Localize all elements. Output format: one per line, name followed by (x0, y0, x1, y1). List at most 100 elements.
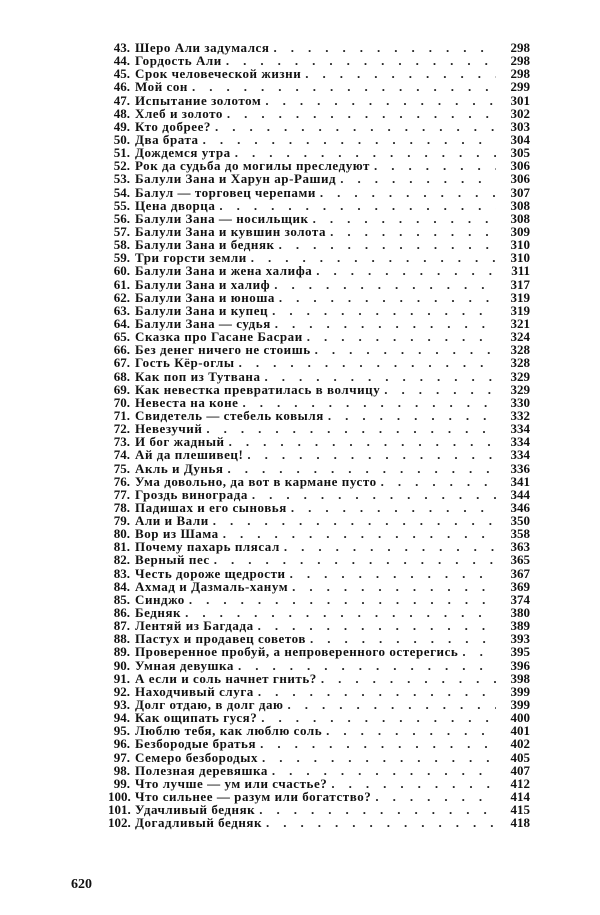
toc-entry: 75. Акль и Дунья.........................… (108, 460, 530, 476)
entry-number: 100. (108, 789, 131, 805)
entry-page: 319 (510, 302, 531, 318)
dot-leader: ........................................… (375, 790, 496, 804)
toc-entry: 51. Дождемся утра........................… (108, 146, 530, 159)
entry-page: 304 (510, 131, 531, 147)
entry-number: 76. (113, 473, 130, 489)
entry-title: Акль и Дунья (135, 460, 224, 476)
entry-title: И бог жадный (135, 434, 225, 450)
toc-entry: 73. И бог жадный.........................… (108, 435, 530, 448)
entry-title: Балули Зана и бедняк (135, 237, 275, 253)
dot-leader: ........................................… (225, 54, 496, 68)
entry-number: 51. (113, 145, 130, 161)
toc-entry: 85. Синджо...............................… (108, 593, 530, 606)
toc-entry: 45. Срок человеческой жизни..............… (108, 67, 530, 80)
entry-number: 81. (113, 539, 130, 555)
entry-number: 46. (113, 79, 130, 95)
entry-number: 96. (113, 736, 130, 752)
entry-number: 57. (113, 223, 130, 239)
entry-number: 55. (113, 197, 130, 213)
entry-number: 68. (113, 368, 130, 384)
entry-page: 402 (510, 736, 531, 752)
toc-entry: 67. Гость Кёр-оглы.......................… (108, 356, 530, 369)
dot-leader: ........................................… (309, 632, 496, 646)
entry-title: Семеро безбородых (135, 749, 259, 765)
entry-number: 102. (108, 815, 131, 831)
entry-page: 310 (510, 237, 531, 253)
entry-title: Как невестка превратилась в волчицу (135, 381, 381, 397)
dot-leader: ........................................… (242, 395, 496, 409)
dot-leader: ........................................… (202, 132, 496, 147)
entry-page: 346 (510, 499, 531, 515)
toc-entry: 70. Невеста на коне......................… (108, 396, 530, 409)
dot-leader: ........................................… (206, 422, 496, 436)
entry-page: 334 (510, 421, 531, 437)
entry-number: 60. (113, 263, 130, 279)
entry-title: Вор из Шама (135, 526, 219, 542)
entry-page: 310 (510, 250, 531, 266)
entry-number: 48. (113, 105, 130, 121)
toc-entry: 101.Удачливый бедняк....................… (108, 803, 530, 816)
entry-page: 321 (510, 315, 531, 331)
toc-entry: 83. Честь дороже щедрости................… (108, 565, 530, 581)
entry-number: 82. (113, 552, 130, 568)
dot-leader: ........................................… (251, 487, 496, 501)
entry-number: 98. (113, 762, 130, 778)
dot-leader: ........................................… (261, 711, 496, 725)
entry-page: 306 (510, 171, 531, 187)
entry-page: 418 (510, 815, 531, 831)
entry-title: Падишах и его сыновья (135, 499, 287, 515)
entry-title: Хлеб и золото (135, 105, 223, 121)
entry-number: 90. (113, 657, 130, 673)
entry-number: 91. (113, 670, 130, 686)
entry-title: Али и Вали (135, 513, 209, 529)
entry-page: 308 (510, 210, 531, 226)
entry-title: Ахмад и Дазмаль-ханум (135, 578, 289, 594)
dot-leader: ........................................… (330, 224, 496, 239)
entry-number: 56. (113, 210, 130, 226)
dot-leader: ........................................… (292, 579, 496, 593)
entry-title: Как поп из Тутвана (135, 368, 261, 384)
toc-entry: 98. Полезная деревяшка...................… (108, 764, 530, 777)
entry-page: 363 (510, 539, 531, 555)
dot-leader: ........................................… (213, 553, 496, 567)
entry-title: Балули Зана — судья (135, 315, 271, 331)
entry-number: 83. (113, 565, 130, 581)
toc-entry: 61. Балули Зана и халиф..................… (108, 277, 530, 290)
dot-leader: ........................................… (340, 172, 496, 186)
entry-number: 50. (113, 131, 130, 147)
entry-number: 58. (113, 237, 130, 253)
dot-leader: ........................................… (327, 408, 496, 423)
entry-number: 79. (113, 513, 130, 529)
toc-entry: 95. Люблю тебя, как люблю соль...........… (108, 724, 530, 737)
dot-leader: ........................................… (380, 474, 496, 488)
entry-number: 95. (113, 723, 130, 739)
toc-entry: 90. Умная девушка........................… (108, 657, 530, 673)
dot-leader: ........................................… (212, 514, 496, 528)
entry-page: 329 (510, 368, 531, 384)
entry-number: 77. (113, 486, 130, 502)
toc-entry: 72. Невезучий............................… (108, 422, 530, 435)
entry-number: 93. (113, 697, 130, 713)
entry-title: Сказка про Гасане Басраи (135, 329, 303, 345)
dot-leader: ........................................… (237, 658, 496, 672)
entry-number: 97. (113, 749, 130, 765)
entry-title: Три горсти земли (135, 250, 247, 266)
dot-leader: ........................................… (250, 251, 496, 265)
entry-page: 412 (510, 775, 531, 791)
entry-number: 53. (113, 171, 130, 187)
entry-title: Удачливый бедняк (135, 802, 256, 818)
entry-number: 78. (113, 499, 130, 515)
entry-page: 298 (510, 53, 531, 69)
toc-entry: 47. Испытание золотом....................… (108, 92, 530, 108)
entry-page: 319 (510, 289, 531, 305)
entry-page: 395 (510, 644, 531, 660)
entry-number: 47. (113, 92, 130, 108)
entry-title: Что сильнее — разум или богатство? (135, 789, 372, 805)
toc-entry: 55. Цена дворца..........................… (108, 199, 530, 212)
entry-page: 303 (510, 118, 531, 134)
entry-title: Дождемся утра (135, 145, 231, 161)
entry-number: 66. (113, 342, 130, 358)
entry-page: 330 (510, 394, 531, 410)
entry-title: Умная девушка (135, 657, 234, 673)
entry-title: Почему пахарь плясал (135, 539, 280, 555)
